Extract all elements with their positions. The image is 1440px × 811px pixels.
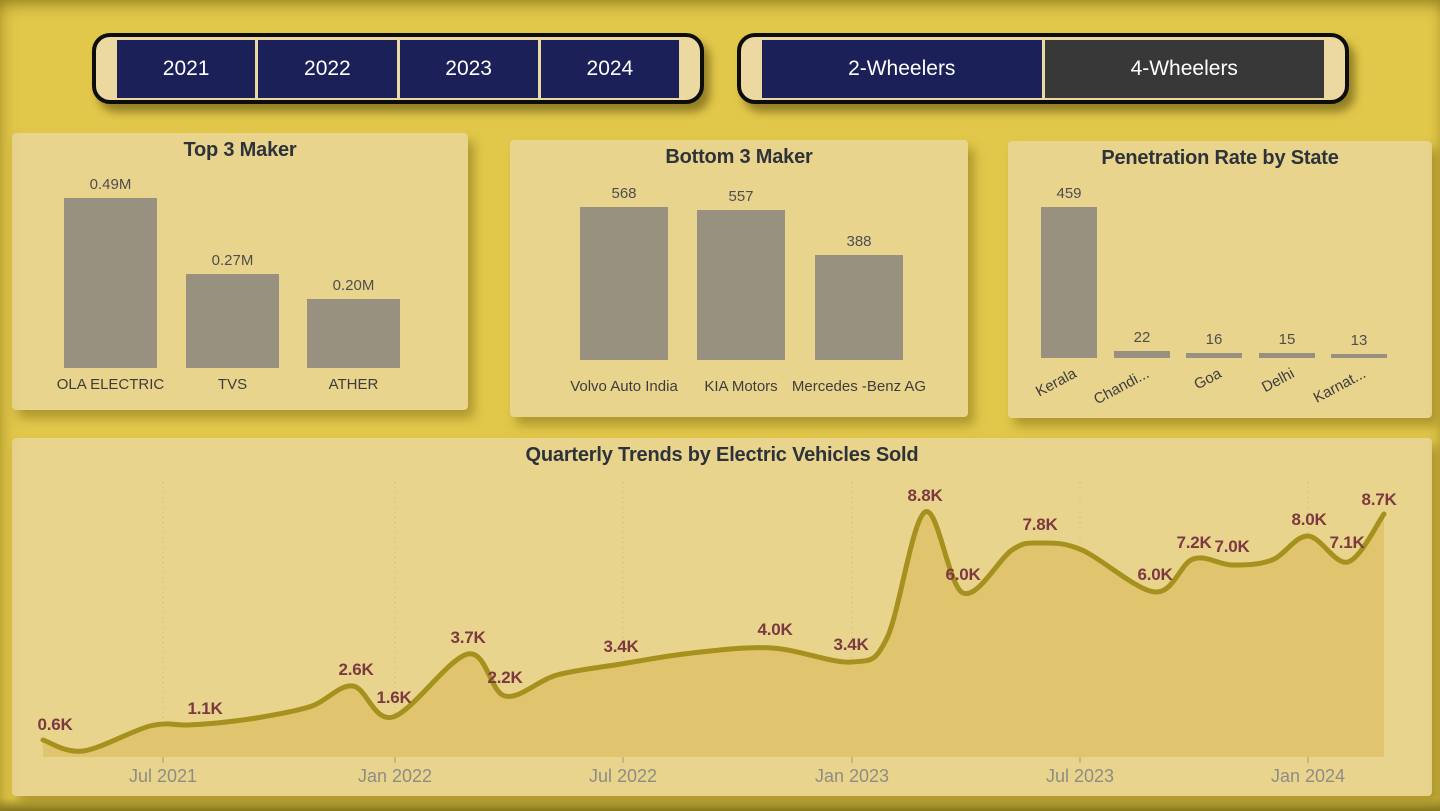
x-axis-label: Jan 2022 [357,766,433,786]
data-label-8-0k: 8.0K [1291,510,1327,529]
year-slicer: 2021 2022 2023 2024 [92,33,704,104]
year-option-2024[interactable]: 2024 [540,39,679,98]
bar-category-label-delhi: Delhi [1258,365,1297,397]
data-label-3-4k: 3.4K [833,635,869,654]
bar-category-label-volvo-auto-india: Volvo Auto India [570,378,678,395]
data-label-8-8k: 8.8K [907,486,943,505]
bar-value-label-delhi: 15 [1278,331,1296,348]
bar-category-label-chandi: Chandi... [1090,365,1152,409]
chart-title-bottom-3-maker: Bottom 3 Maker [665,146,813,168]
data-label-3-4k: 3.4K [603,637,639,656]
data-label-7-2k: 7.2K [1176,533,1212,552]
bar-kerala[interactable] [1041,207,1097,358]
plot-bottom-3-maker: 568 Volvo Auto India 557 KIA Motors 388 Merce… [510,140,968,417]
card-quarterly-trends: Quarterly Trends by Electric Vehicles So… [12,438,1432,796]
data-label-2-2k: 2.2K [487,668,523,687]
bar-category-label-ather: ATHER [328,376,379,393]
trend-labels-layer: Jul 2021 Jan 2022 Jul 2022 Jan 2023 Jul 2023… [12,438,1432,796]
bar-category-label-mercedes-benz-ag: Mercedes -Benz AG [791,378,927,395]
bar-value-label-ola-electric: 0.49M [89,176,132,193]
plot-top-3-maker: 0.49M OLA ELECTRIC 0.27M TVS 0.20M ATHER [12,133,468,410]
data-label-8-7k: 8.7K [1361,490,1397,509]
bar-ather[interactable] [307,299,400,368]
x-axis-label: Jul 2022 [588,766,658,786]
data-label-2-6k: 2.6K [338,660,374,679]
year-option-2022[interactable]: 2022 [258,39,397,98]
year-option-2021[interactable]: 2021 [117,39,256,98]
data-label-3-7k: 3.7K [450,628,486,647]
bar-kia-motors[interactable] [697,210,785,360]
data-label-6-0k: 6.0K [1137,565,1173,584]
bar-category-label-tvs: TVS [217,376,248,393]
data-label-7-0k: 7.0K [1214,537,1250,556]
bar-value-label-mercedes-benz-ag: 388 [846,233,872,250]
trend-line [40,509,1387,754]
bar-chandi[interactable] [1114,351,1170,358]
x-axis-label: Jul 2021 [128,766,198,786]
bar-mercedes-benz-ag[interactable] [815,255,903,360]
data-label-0-6k: 0.6K [37,715,73,734]
bar-value-label-volvo-auto-india: 568 [611,185,637,202]
data-label-4-0k: 4.0K [757,620,793,639]
bar-goa[interactable] [1186,353,1242,358]
card-top-3-maker: Top 3 Maker 0.49M OLA ELECTRIC 0.27M TVS 0.2… [12,133,468,410]
bar-tvs[interactable] [186,274,279,368]
vehicle-option-4-wheelers[interactable]: 4-Wheelers [1044,39,1324,98]
card-penetration-rate: Penetration Rate by State 459 Kerala 22 Cha… [1008,141,1432,418]
bar-category-label-goa: Goa [1190,365,1224,394]
bar-delhi[interactable] [1259,353,1315,358]
bar-value-label-kia-motors: 557 [728,188,754,205]
year-option-2023[interactable]: 2023 [399,39,538,98]
bar-category-label-kerala: Kerala [1032,365,1079,401]
chart-title-top-3-maker: Top 3 Maker [183,139,297,161]
vehicle-option-2-wheelers[interactable]: 2-Wheelers [762,39,1042,98]
bar-value-label-ather: 0.20M [332,277,375,294]
vehicle-type-slicer: 2-Wheelers 4-Wheelers [737,33,1349,104]
bar-value-label-kerala: 459 [1056,185,1082,202]
bar-karnat[interactable] [1331,354,1387,358]
data-label-7-8k: 7.8K [1022,515,1058,534]
plot-penetration-rate: 459 Kerala 22 Chandi... 16 Goa 15 Delhi 13 Karnat… [1008,141,1432,418]
bar-value-label-chandi: 22 [1133,329,1151,346]
trend-area [43,511,1384,757]
bar-value-label-karnat: 13 [1350,332,1368,349]
bar-category-label-ola-electric: OLA ELECTRIC [56,376,165,393]
bar-volvo-auto-india[interactable] [580,207,668,360]
data-label-1-6k: 1.6K [376,688,412,707]
bar-ola-electric[interactable] [64,198,157,368]
bar-value-label-goa: 16 [1205,331,1223,348]
bar-value-label-tvs: 0.27M [211,252,254,269]
card-bottom-3-maker: Bottom 3 Maker 568 Volvo Auto India 557 KIA… [510,140,968,417]
chart-title-quarterly-trends: Quarterly Trends by Electric Vehicles So… [525,444,919,466]
x-axis-label: Jan 2024 [1270,766,1346,786]
trend-chart-svg [40,482,1387,763]
x-axis-label: Jul 2023 [1045,766,1115,786]
x-axis-label: Jan 2023 [814,766,890,786]
data-label-7-1k: 7.1K [1329,533,1365,552]
data-label-1-1k: 1.1K [187,699,223,718]
bar-category-label-karnat: Karnat... [1310,365,1369,407]
bar-category-label-kia-motors: KIA Motors [704,378,778,395]
data-label-6-0k: 6.0K [945,565,981,584]
chart-title-penetration-rate: Penetration Rate by State [1101,147,1339,169]
